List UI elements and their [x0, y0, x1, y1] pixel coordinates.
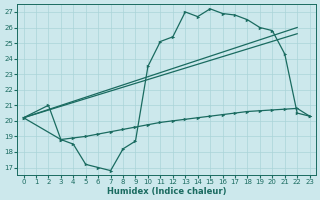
X-axis label: Humidex (Indice chaleur): Humidex (Indice chaleur) — [107, 187, 226, 196]
